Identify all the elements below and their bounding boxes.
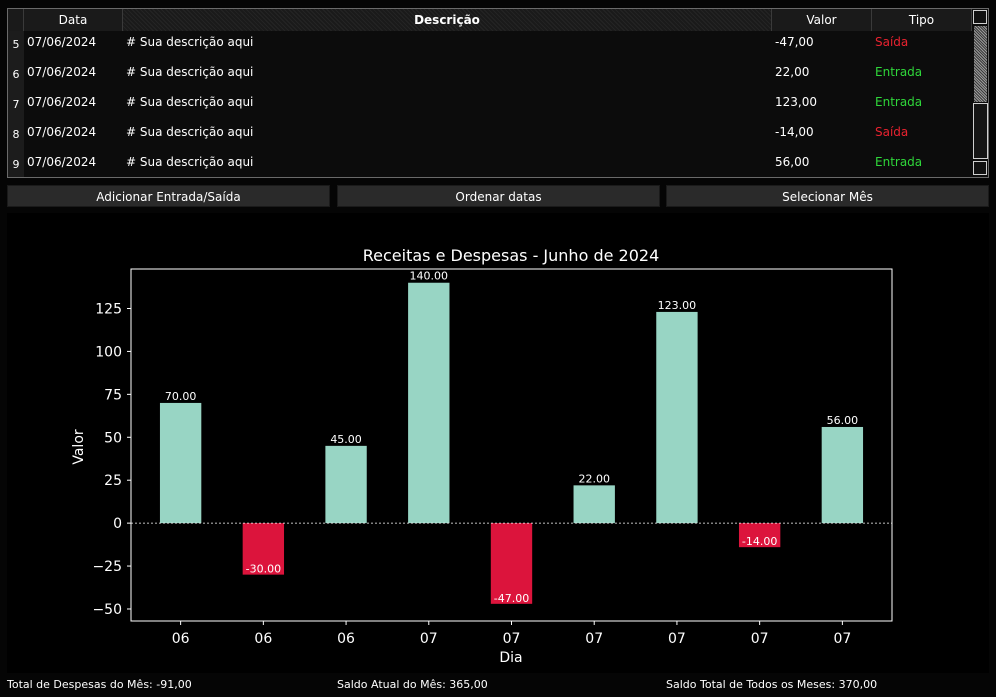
- row-number[interactable]: 9: [8, 151, 24, 177]
- cell-date[interactable]: 07/06/2024: [27, 35, 97, 49]
- table-row[interactable]: 7 07/06/2024 # Sua descrição aqui 123,00…: [8, 91, 972, 121]
- bar-value-label: 140.00: [410, 270, 449, 283]
- cell-description[interactable]: # Sua descrição aqui: [126, 65, 254, 79]
- column-header-valor[interactable]: Valor: [772, 9, 872, 31]
- bar-chart: Receitas e Despesas - Junho de 2024 Valo…: [71, 246, 893, 666]
- cell-date[interactable]: 07/06/2024: [27, 125, 97, 139]
- bar-value-label: -47.00: [494, 592, 529, 605]
- chart-bar: [738, 523, 781, 548]
- chart-bar: [408, 282, 450, 524]
- x-tick-label: 06: [254, 631, 272, 647]
- x-tick-label: 06: [337, 631, 355, 647]
- y-tick-label: 25: [104, 473, 122, 489]
- cell-value[interactable]: 56,00: [775, 155, 810, 169]
- y-tick-label: 0: [113, 516, 122, 532]
- table-header: Data Descrição Valor Tipo: [8, 9, 972, 31]
- cell-date[interactable]: 07/06/2024: [27, 95, 97, 109]
- chart-bar: [821, 426, 864, 524]
- chart-bar: [656, 311, 698, 524]
- total-balance-label: Saldo Total de Todos os Meses: 370,00: [666, 678, 878, 691]
- table-row[interactable]: 6 07/06/2024 # Sua descrição aqui 22,00 …: [8, 61, 972, 91]
- scroll-down-button[interactable]: [973, 161, 987, 175]
- y-tick-label: 50: [104, 430, 122, 446]
- scrollbar-thumb[interactable]: [973, 103, 988, 159]
- row-number[interactable]: 6: [8, 61, 24, 91]
- sort-dates-button[interactable]: Ordenar datas: [337, 185, 660, 207]
- column-header-data[interactable]: Data: [24, 9, 123, 31]
- chart-bar: [325, 445, 367, 524]
- table-row[interactable]: 9 07/06/2024 # Sua descrição aqui 56,00 …: [8, 151, 972, 177]
- row-number[interactable]: 8: [8, 121, 24, 151]
- cell-value[interactable]: -47,00: [775, 35, 814, 49]
- cell-value[interactable]: -14,00: [775, 125, 814, 139]
- total-expenses-label: Total de Despesas do Mês: -91,00: [7, 678, 192, 691]
- scrollbar-track[interactable]: [974, 26, 987, 102]
- plot-area-frame: [130, 268, 893, 622]
- cell-type[interactable]: Saída: [875, 35, 909, 49]
- x-tick-label: 07: [833, 631, 851, 647]
- y-tick-label: −50: [92, 602, 122, 618]
- chart-panel: Receitas e Despesas - Junho de 2024 Valo…: [7, 213, 989, 673]
- y-tick-label: −25: [92, 559, 122, 575]
- y-tick-label: 100: [95, 344, 122, 360]
- cell-type[interactable]: Entrada: [875, 65, 923, 79]
- bar-value-label: -14.00: [742, 535, 777, 548]
- cell-description[interactable]: # Sua descrição aqui: [126, 95, 254, 109]
- transactions-table: Data Descrição Valor Tipo 5 07/06/2024 #…: [7, 8, 989, 178]
- x-tick-label: 07: [503, 631, 521, 647]
- month-balance-label: Saldo Atual do Mês: 365,00: [337, 678, 488, 691]
- cell-description[interactable]: # Sua descrição aqui: [126, 155, 254, 169]
- bar-value-label: 70.00: [165, 390, 197, 403]
- bar-value-label: 22.00: [578, 472, 610, 485]
- table-corner: [8, 9, 24, 31]
- x-axis-label: Dia: [499, 650, 522, 666]
- add-entry-button[interactable]: Adicionar Entrada/Saída: [7, 185, 330, 207]
- cell-date[interactable]: 07/06/2024: [27, 65, 97, 79]
- cell-type[interactable]: Entrada: [875, 95, 923, 109]
- table-row[interactable]: 5 07/06/2024 # Sua descrição aqui -47,00…: [8, 31, 972, 61]
- bar-value-label: 56.00: [827, 414, 859, 427]
- table-vertical-scrollbar[interactable]: [972, 9, 988, 177]
- select-month-button[interactable]: Selecionar Mês: [666, 185, 989, 207]
- cell-description[interactable]: # Sua descrição aqui: [126, 35, 254, 49]
- x-tick-label: 07: [751, 631, 769, 647]
- scroll-up-button[interactable]: [973, 10, 987, 24]
- cell-type[interactable]: Saída: [875, 125, 909, 139]
- x-tick-label: 07: [668, 631, 686, 647]
- row-number[interactable]: 5: [8, 31, 24, 61]
- bar-value-label: 45.00: [330, 433, 362, 446]
- cell-value[interactable]: 123,00: [775, 95, 817, 109]
- x-tick-label: 07: [420, 631, 438, 647]
- y-tick-label: 125: [95, 301, 122, 317]
- cell-description[interactable]: # Sua descrição aqui: [126, 125, 254, 139]
- cell-value[interactable]: 22,00: [775, 65, 810, 79]
- chart-bar: [573, 485, 615, 524]
- chart-title: Receitas e Despesas - Junho de 2024: [363, 246, 660, 265]
- bar-value-label: 123.00: [658, 299, 697, 312]
- y-axis-label: Valor: [71, 429, 87, 465]
- x-tick-label: 07: [585, 631, 603, 647]
- cell-date[interactable]: 07/06/2024: [27, 155, 97, 169]
- column-header-descricao[interactable]: Descrição: [123, 9, 772, 31]
- row-number[interactable]: 7: [8, 91, 24, 121]
- bar-value-label: -30.00: [246, 563, 281, 576]
- chart-bar: [490, 523, 533, 604]
- table-row[interactable]: 8 07/06/2024 # Sua descrição aqui -14,00…: [8, 121, 972, 151]
- cell-type[interactable]: Entrada: [875, 155, 923, 169]
- column-header-tipo[interactable]: Tipo: [872, 9, 972, 31]
- y-tick-label: 75: [104, 387, 122, 403]
- chart-bar: [242, 523, 285, 575]
- chart-bar: [159, 402, 202, 524]
- x-tick-label: 06: [172, 631, 190, 647]
